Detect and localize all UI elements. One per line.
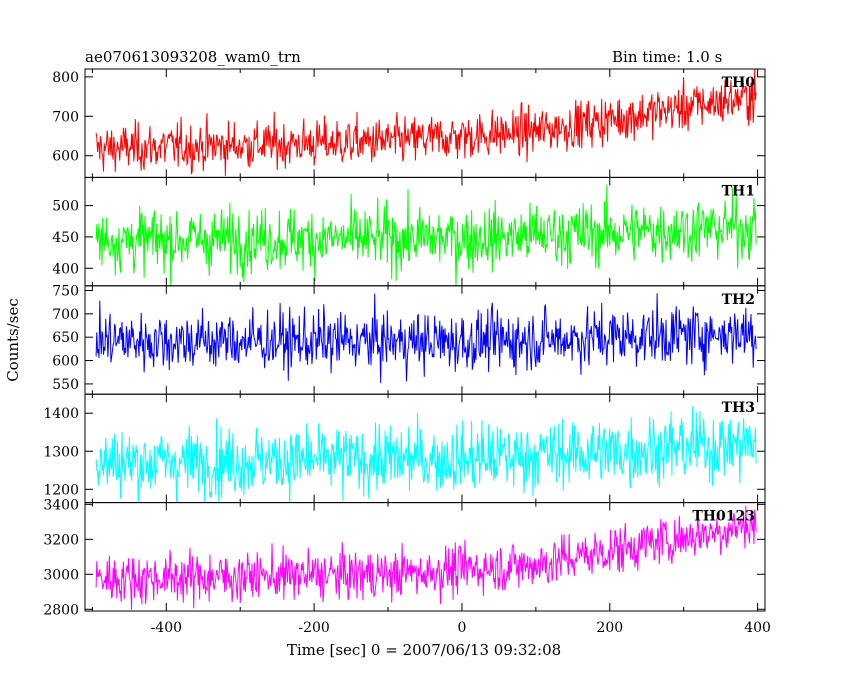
y-tick-label: 600 bbox=[52, 149, 79, 165]
series-th0123 bbox=[95, 505, 757, 610]
x-tick-label: 400 bbox=[744, 620, 771, 636]
y-tick-label: 400 bbox=[52, 261, 79, 277]
y-tick-label: 450 bbox=[52, 230, 79, 246]
observation-id: ae070613093208_wam0_trn bbox=[85, 48, 301, 66]
x-tick-label: -400 bbox=[151, 620, 182, 636]
panel-frame bbox=[84, 502, 766, 612]
series-th1 bbox=[95, 184, 757, 286]
y-tick-label: 700 bbox=[52, 307, 79, 323]
y-tick-label: 3400 bbox=[43, 497, 79, 513]
y-axis-label: Counts/sec bbox=[4, 298, 22, 382]
panel-label: TH2 bbox=[722, 292, 755, 308]
panel-th3: 1200 1300 1400 TH3 bbox=[43, 393, 766, 504]
y-tick-label: 800 bbox=[52, 70, 79, 86]
series-th3 bbox=[95, 406, 757, 503]
panel-th0: 600 700 800 TH0 bbox=[52, 68, 766, 178]
series-th2 bbox=[95, 293, 757, 384]
y-tick-label: 3200 bbox=[43, 532, 79, 548]
y-tick-label: 750 bbox=[52, 283, 79, 299]
x-tick-label: -200 bbox=[298, 620, 329, 636]
x-axis-label: Time [sec] 0 = 2007/06/13 09:32:08 bbox=[287, 641, 561, 659]
panel-label: TH0 bbox=[722, 75, 756, 91]
y-tick-label: 550 bbox=[52, 377, 79, 393]
y-tick-label: 2800 bbox=[43, 602, 79, 618]
panel-th2: 550 600 650 700 750 TH2 bbox=[52, 283, 766, 395]
bin-time-label: Bin time: 1.0 s bbox=[612, 48, 722, 66]
panel-label: TH0123 bbox=[692, 509, 755, 525]
panel-th1: 400 450 500 TH1 bbox=[52, 176, 766, 287]
x-tick-label: 200 bbox=[596, 620, 623, 636]
x-tick-label: 0 bbox=[457, 620, 466, 636]
series-th0 bbox=[95, 69, 757, 176]
y-tick-label: 1400 bbox=[43, 406, 79, 422]
y-tick-label: 500 bbox=[52, 199, 79, 215]
y-tick-label: 3000 bbox=[43, 567, 79, 583]
y-tick-label: 600 bbox=[52, 354, 79, 370]
panels: 600 700 800 TH0 400 450 500 TH1 550 600 650 700 750 T… bbox=[43, 68, 766, 618]
x-axis: -400 -200 0 200 400 bbox=[151, 620, 771, 636]
y-tick-label: 700 bbox=[52, 109, 79, 125]
panel-label: TH3 bbox=[722, 400, 755, 416]
y-tick-label: 1200 bbox=[43, 482, 79, 498]
y-tick-label: 650 bbox=[52, 330, 79, 346]
panel-label: TH1 bbox=[722, 183, 755, 199]
y-tick-label: 1300 bbox=[43, 444, 79, 460]
panel-th0123: 2800 3000 3200 3400 TH0123 bbox=[43, 497, 766, 618]
